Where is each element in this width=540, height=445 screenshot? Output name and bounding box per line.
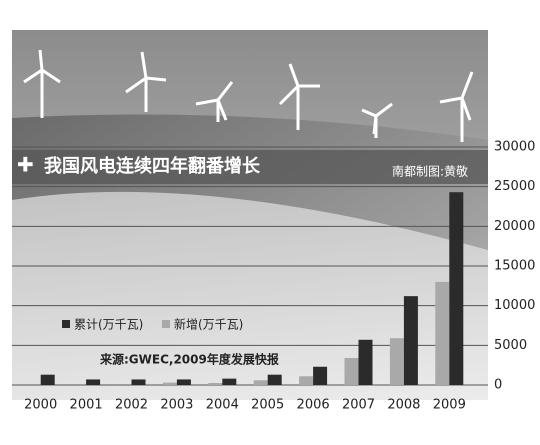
bar bbox=[176, 379, 191, 385]
x-tick-label: 2003 bbox=[160, 398, 193, 413]
bar bbox=[131, 379, 146, 385]
bar bbox=[299, 376, 314, 385]
source: 来源:GWEC,2009年度发展快报 bbox=[99, 352, 279, 367]
y-tick-label: 10000 bbox=[494, 298, 535, 313]
y-tick-label: 5000 bbox=[494, 338, 527, 353]
x-tick-label: 2008 bbox=[387, 398, 420, 413]
x-tick-label: 2001 bbox=[70, 398, 103, 413]
bar bbox=[435, 281, 450, 385]
legend-swatch bbox=[62, 320, 70, 328]
bar bbox=[358, 339, 373, 385]
bar bbox=[40, 374, 55, 385]
y-tick-label: 30000 bbox=[494, 140, 535, 155]
legend-label: 累计(万千瓦) bbox=[74, 318, 143, 332]
bar bbox=[208, 383, 223, 385]
x-tick-label: 2004 bbox=[206, 398, 239, 413]
bar bbox=[389, 338, 404, 385]
y-tick-label: 15000 bbox=[494, 259, 535, 274]
x-tick-label: 2000 bbox=[24, 398, 57, 413]
bar bbox=[222, 378, 237, 385]
x-tick-label: 2007 bbox=[342, 398, 375, 413]
credit: 南都制图:黄敬 bbox=[392, 164, 468, 179]
x-tick-label: 2005 bbox=[251, 398, 284, 413]
bar bbox=[403, 296, 418, 385]
bar bbox=[86, 379, 101, 385]
y-tick-label: 0 bbox=[494, 378, 502, 393]
plus-icon: ✚ bbox=[17, 153, 34, 177]
bar bbox=[449, 192, 464, 385]
legend-swatch bbox=[162, 320, 170, 328]
bar bbox=[162, 382, 177, 385]
bar bbox=[253, 380, 268, 385]
bar bbox=[267, 374, 282, 385]
bar bbox=[313, 366, 328, 385]
y-tick-label: 20000 bbox=[494, 219, 535, 234]
x-tick-label: 2002 bbox=[115, 398, 148, 413]
legend-label: 新增(万千瓦) bbox=[174, 317, 243, 332]
x-tick-label: 2006 bbox=[297, 398, 330, 413]
x-tick-label: 2009 bbox=[433, 398, 466, 413]
bar bbox=[344, 358, 359, 385]
chart-title: 我国风电连续四年翻番增长 bbox=[44, 155, 261, 177]
y-tick-label: 25000 bbox=[494, 179, 535, 194]
